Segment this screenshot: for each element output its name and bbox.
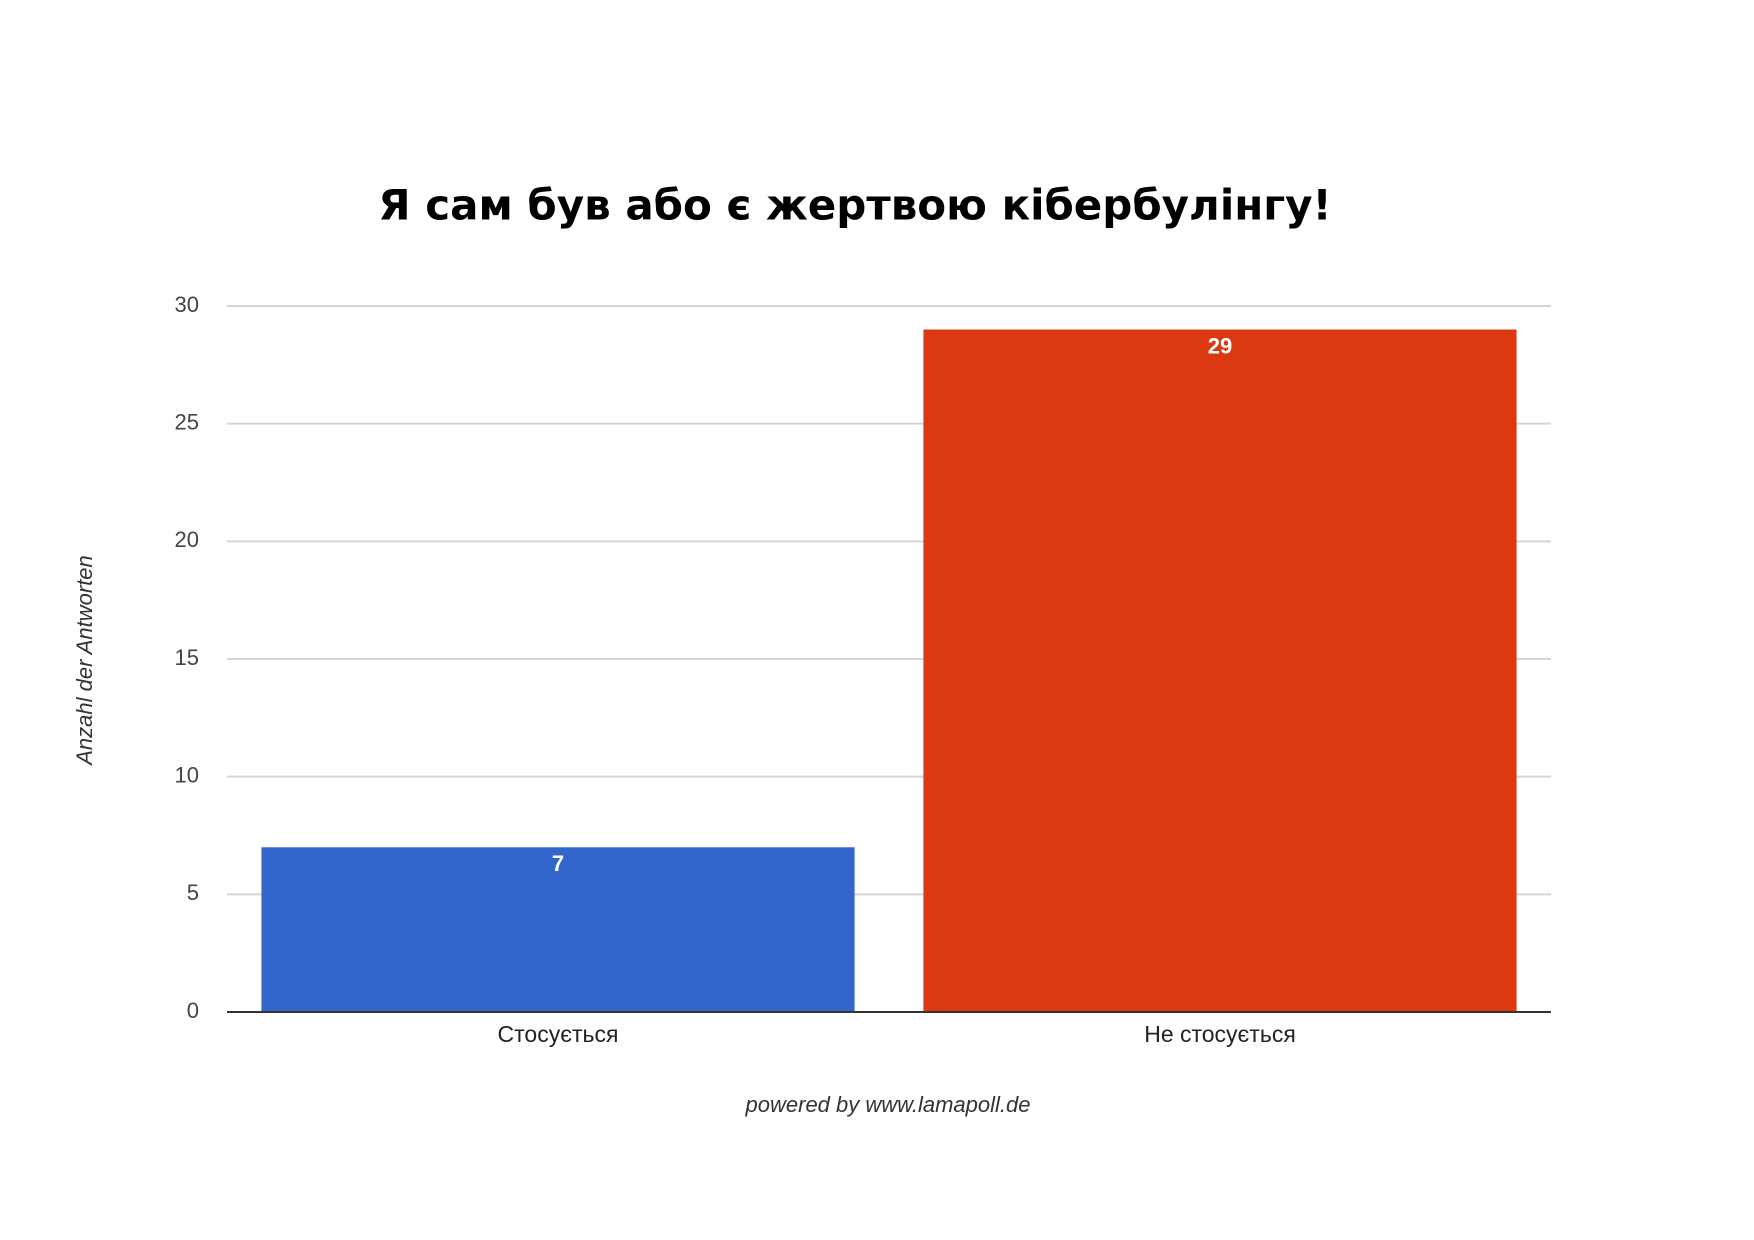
y-tick-label: 25 [175, 409, 199, 434]
bar [261, 847, 855, 1012]
bar [923, 329, 1517, 1012]
y-tick-label: 30 [175, 292, 199, 317]
value-label: 29 [1208, 333, 1232, 358]
y-tick-label: 0 [187, 998, 199, 1023]
value-label: 7 [552, 851, 564, 876]
y-tick-label: 20 [175, 527, 199, 552]
x-tick-label: Не стосується [1144, 1021, 1296, 1047]
y-tick-label: 10 [175, 762, 199, 787]
chart-title: Я сам був або є жертвою кібербулінгу! [378, 181, 1331, 230]
x-tick-label: Стосується [498, 1021, 619, 1047]
footer: powered by www.lamapoll.de [745, 1092, 1031, 1117]
y-axis-label: Anzahl der Antworten [72, 555, 97, 767]
y-tick-label: 15 [175, 645, 199, 670]
y-tick-label: 5 [187, 880, 199, 905]
